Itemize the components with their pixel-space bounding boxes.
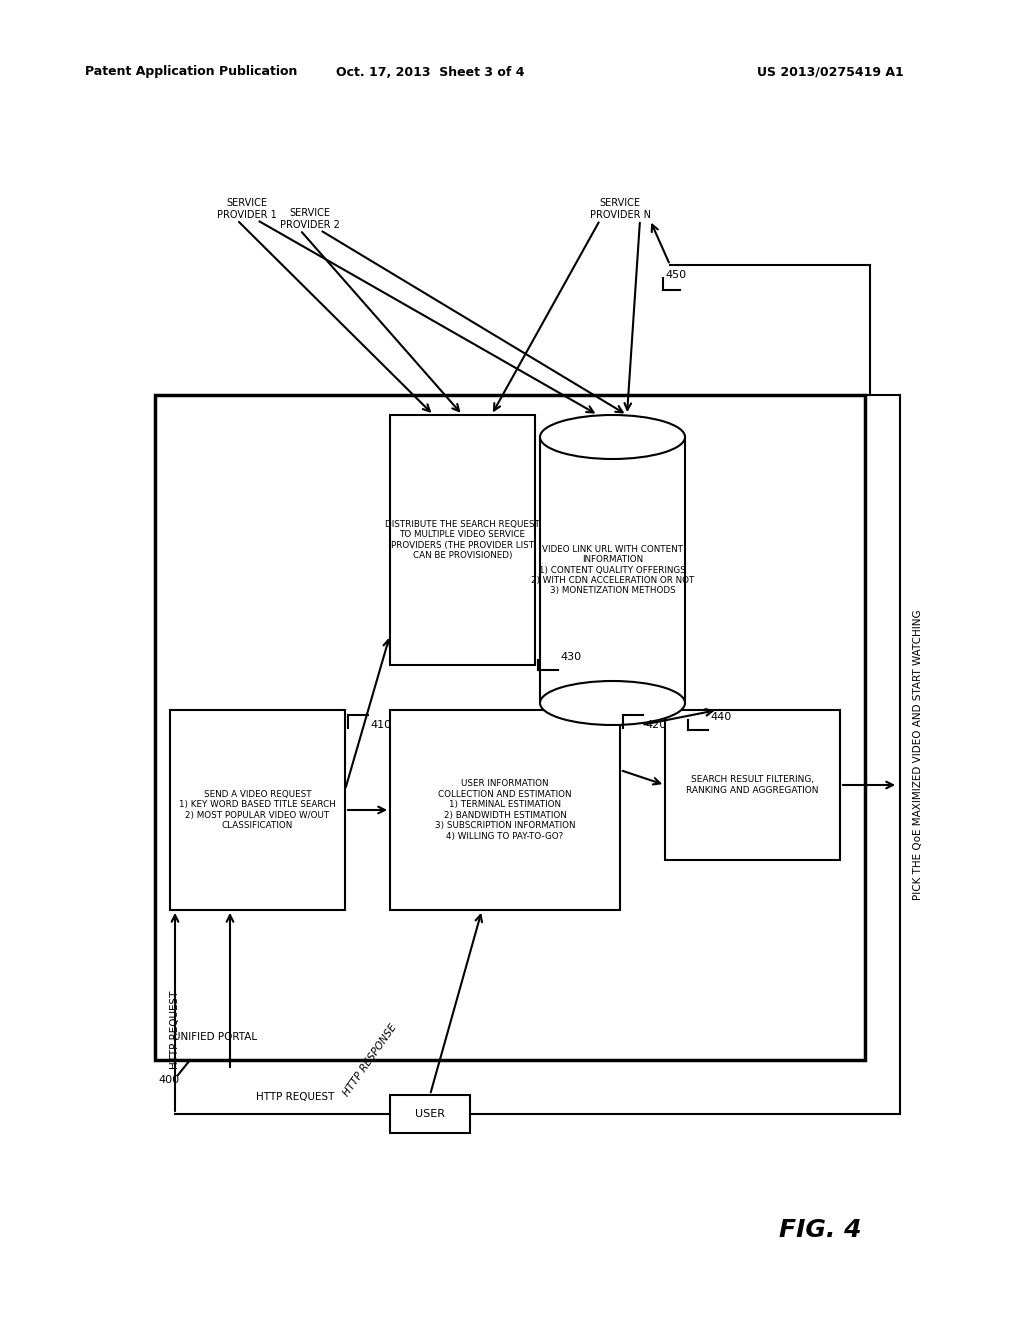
- Bar: [540, 437, 685, 704]
- Ellipse shape: [540, 681, 685, 725]
- Text: FIG. 4: FIG. 4: [778, 1218, 861, 1242]
- Bar: [390, 1096, 470, 1133]
- Text: VIDEO LINK URL WITH CONTENT
INFORMATION
1) CONTENT QUALITY OFFERINGS
2) WITH CDN: VIDEO LINK URL WITH CONTENT INFORMATION …: [530, 545, 694, 595]
- Text: Patent Application Publication: Patent Application Publication: [85, 66, 297, 78]
- Text: Oct. 17, 2013  Sheet 3 of 4: Oct. 17, 2013 Sheet 3 of 4: [336, 66, 524, 78]
- Text: SEARCH RESULT FILTERING,
RANKING AND AGGREGATION: SEARCH RESULT FILTERING, RANKING AND AGG…: [686, 775, 819, 795]
- Text: HTTP RESPONSE: HTTP RESPONSE: [341, 1022, 398, 1098]
- Text: SERVICE
PROVIDER 1: SERVICE PROVIDER 1: [217, 198, 276, 220]
- Text: 430: 430: [560, 652, 582, 663]
- Ellipse shape: [540, 414, 685, 459]
- Text: DISTRIBUTE THE SEARCH REQUEST
TO MULTIPLE VIDEO SERVICE
PROVIDERS (THE PROVIDER : DISTRIBUTE THE SEARCH REQUEST TO MULTIPL…: [385, 520, 540, 560]
- Text: USER INFORMATION
COLLECTION AND ESTIMATION
1) TERMINAL ESTIMATION
2) BANDWIDTH E: USER INFORMATION COLLECTION AND ESTIMATI…: [435, 780, 575, 841]
- Text: 440: 440: [710, 711, 731, 722]
- Text: 420: 420: [645, 719, 667, 730]
- Text: SEND A VIDEO REQUEST
1) KEY WORD BASED TITLE SEARCH
2) MOST POPULAR VIDEO W/OUT
: SEND A VIDEO REQUEST 1) KEY WORD BASED T…: [179, 789, 336, 830]
- Bar: [390, 710, 620, 909]
- Bar: [155, 395, 865, 1060]
- Bar: [665, 710, 840, 861]
- Text: 410: 410: [370, 719, 391, 730]
- Text: USER: USER: [415, 1109, 445, 1119]
- Bar: [390, 414, 535, 665]
- Bar: [170, 710, 345, 909]
- Text: UNIFIED PORTAL: UNIFIED PORTAL: [173, 1032, 257, 1041]
- Text: HTTP REQUEST: HTTP REQUEST: [256, 1092, 334, 1102]
- Text: PICK THE QoE MAXIMIZED VIDEO AND START WATCHING: PICK THE QoE MAXIMIZED VIDEO AND START W…: [913, 610, 923, 900]
- Text: HTTP REQUEST: HTTP REQUEST: [170, 991, 180, 1069]
- Text: 400: 400: [158, 1074, 179, 1085]
- Text: SERVICE
PROVIDER N: SERVICE PROVIDER N: [590, 198, 650, 220]
- Text: 450: 450: [665, 271, 686, 280]
- Text: US 2013/0275419 A1: US 2013/0275419 A1: [757, 66, 903, 78]
- Text: SERVICE
PROVIDER 2: SERVICE PROVIDER 2: [280, 209, 340, 230]
